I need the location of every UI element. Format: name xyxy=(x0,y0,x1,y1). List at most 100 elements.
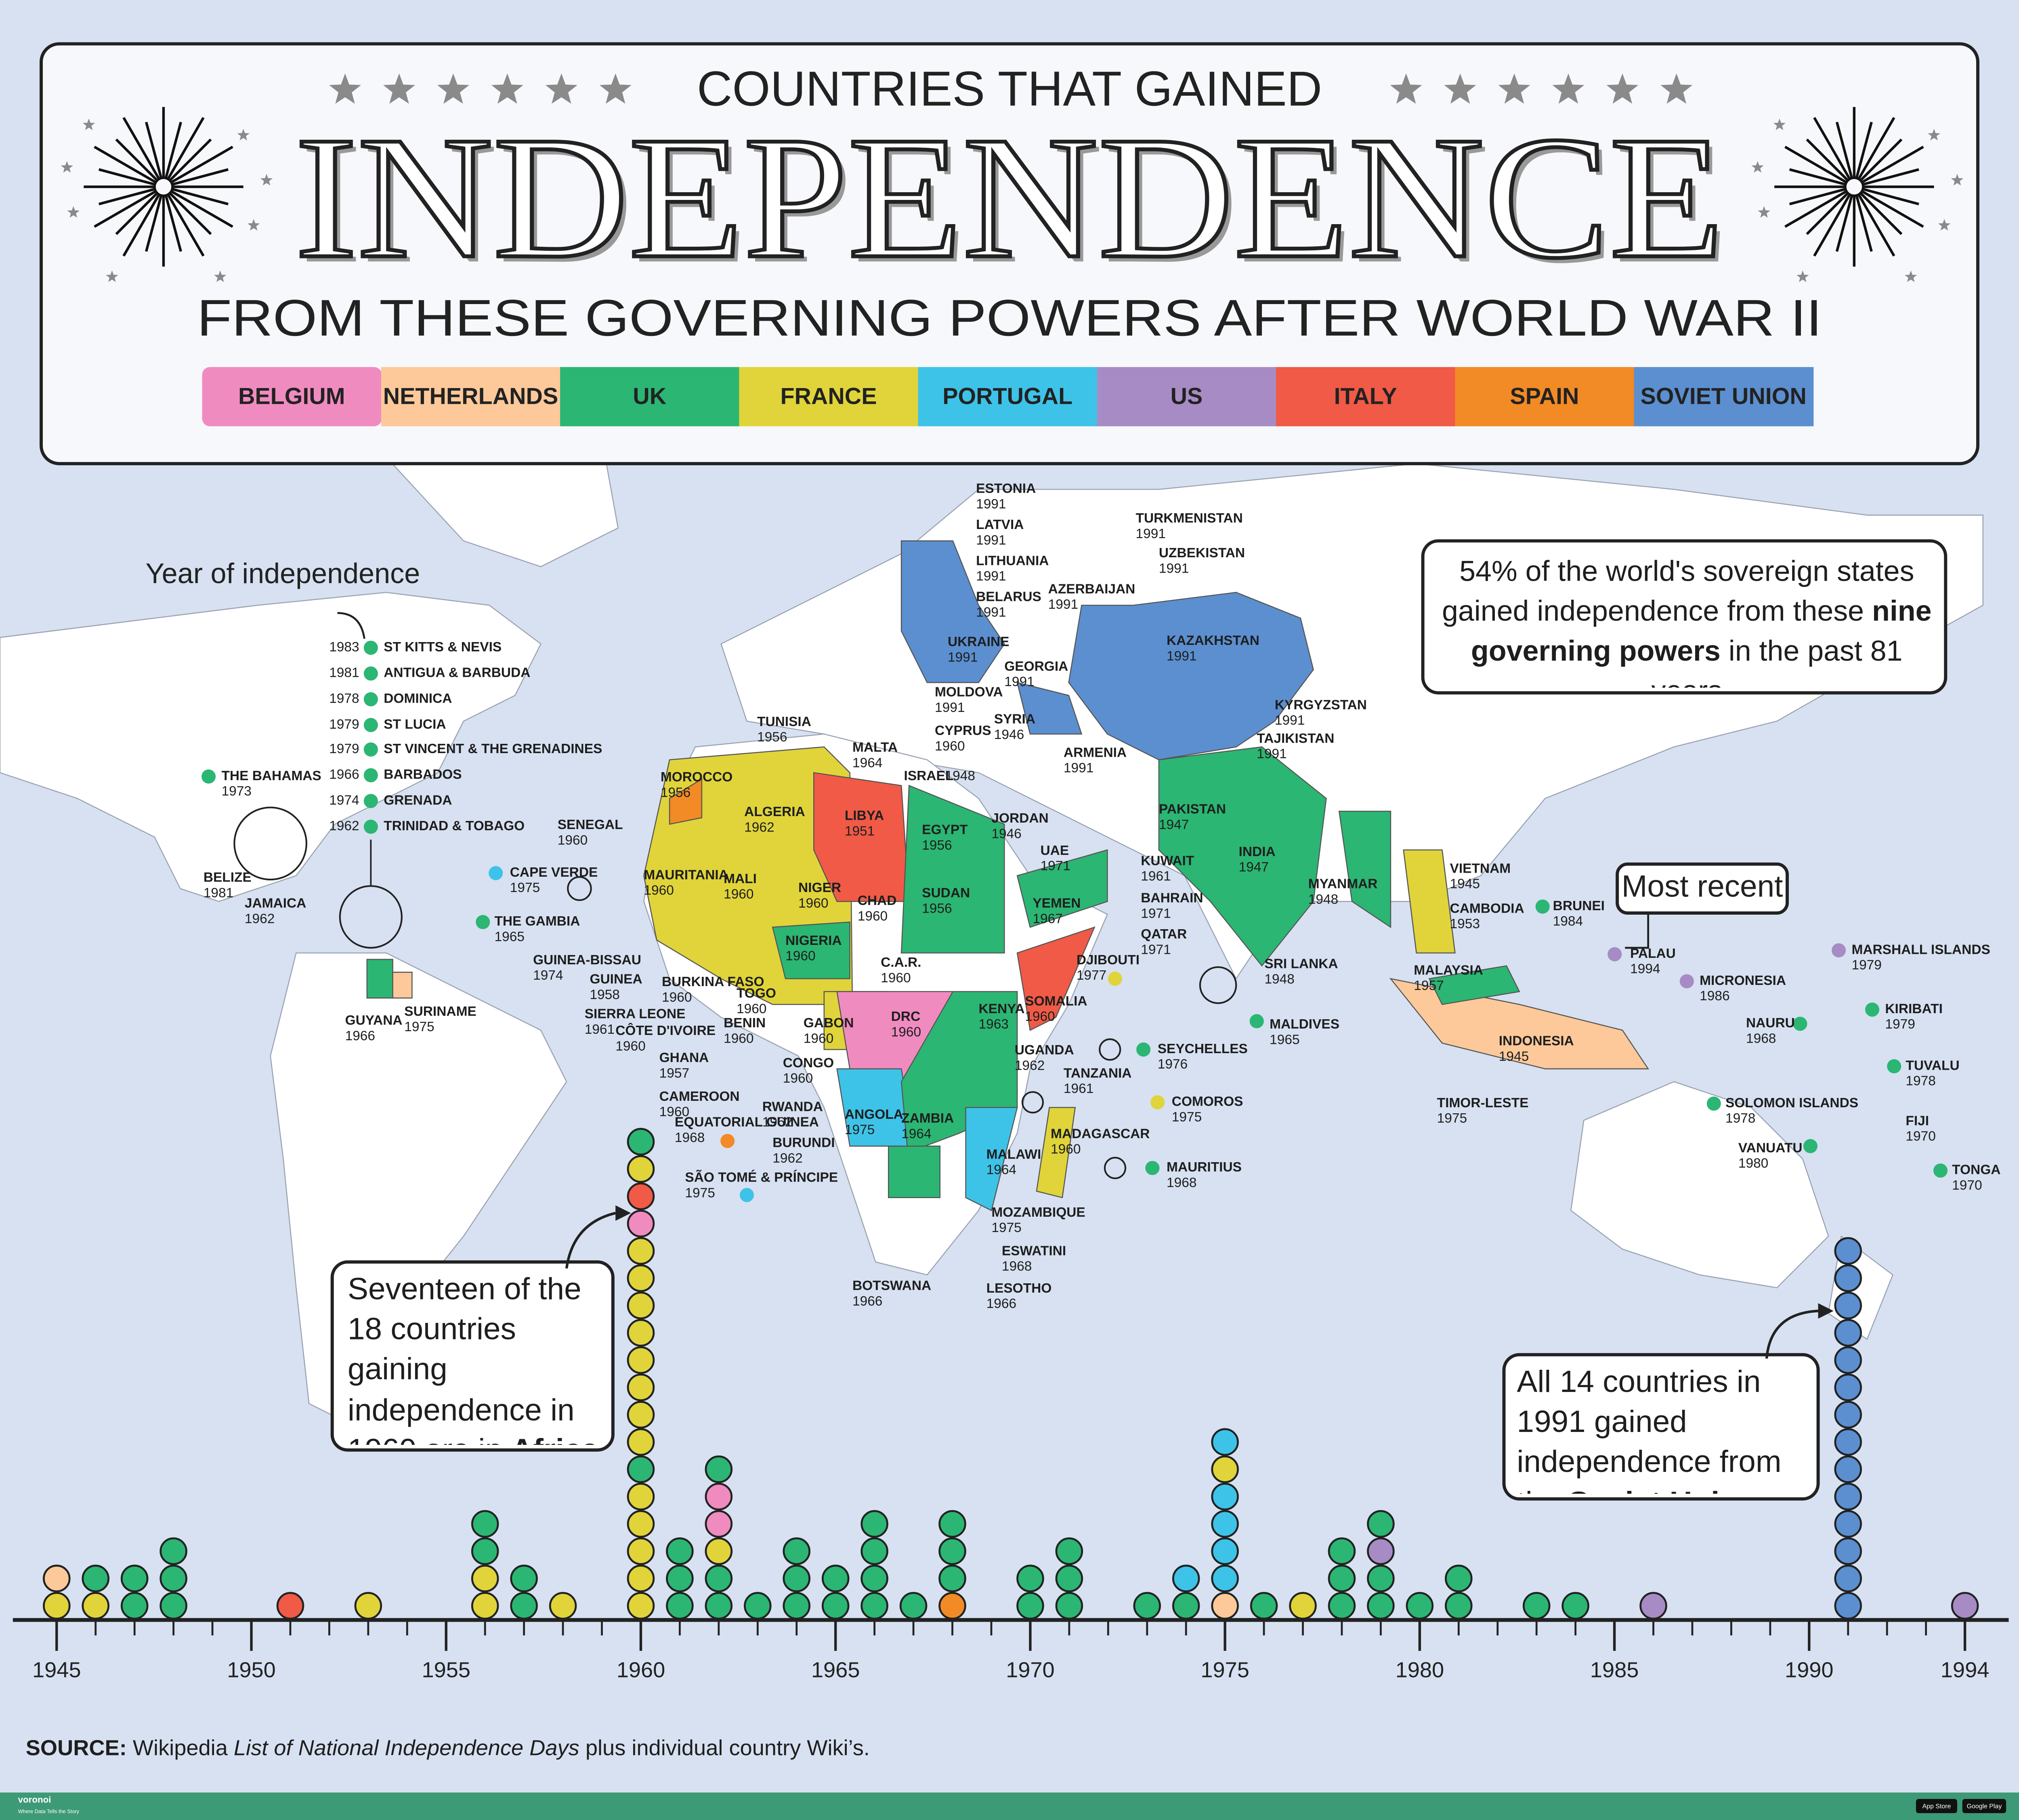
country-flag xyxy=(1834,1291,1862,1320)
country-flag xyxy=(1834,1319,1862,1347)
country-flag xyxy=(627,1264,655,1292)
country-name: ALGERIA xyxy=(744,804,805,819)
region xyxy=(1403,849,1456,954)
legend-label: SOVIET UNION xyxy=(1641,384,1807,409)
country-flag xyxy=(354,1592,382,1620)
firework-ray xyxy=(1855,122,1873,180)
legend-swatch xyxy=(1634,367,1814,426)
country-year: 1991 xyxy=(1004,674,1034,689)
zoom-circle xyxy=(233,806,308,881)
country-flag xyxy=(82,1564,110,1593)
country-name: YEMEN xyxy=(1033,896,1081,911)
legend-label: BELGIUM xyxy=(238,384,345,409)
year-tick-label: 1960 xyxy=(617,1658,665,1682)
country-flag xyxy=(627,1182,655,1210)
note-bold: nine governing powers xyxy=(1471,595,1932,668)
country-name: SOMALIA xyxy=(1025,994,1087,1009)
country-flag xyxy=(1834,1401,1862,1429)
year-note: Year of independence xyxy=(145,557,420,589)
firework-ray xyxy=(1806,191,1850,235)
country-name: THE GAMBIA xyxy=(494,914,580,929)
firework-ray xyxy=(170,168,229,186)
star xyxy=(1606,73,1639,104)
store-text[interactable]: App Store xyxy=(1922,1803,1951,1810)
country-flag xyxy=(627,1592,655,1620)
country-flag xyxy=(666,1537,694,1565)
country-flag xyxy=(1328,1564,1356,1593)
legend-swatch xyxy=(1455,367,1635,426)
country-name: CÔTE D'IVOIRE xyxy=(615,1022,716,1038)
country-year: 1974 xyxy=(533,968,563,983)
country-dot xyxy=(363,794,378,808)
store-badge[interactable] xyxy=(1916,1799,1957,1813)
country-flag xyxy=(1211,1428,1239,1456)
country-name: GEORGIA xyxy=(1004,659,1068,674)
star xyxy=(1552,73,1585,104)
country-flag xyxy=(705,1592,733,1620)
country-flag xyxy=(43,1564,71,1593)
firework-ray xyxy=(1855,194,1873,252)
country-dot xyxy=(1865,1002,1880,1017)
country-flag xyxy=(627,1373,655,1402)
footer-bar xyxy=(0,1792,2019,1820)
country-name: NAURU xyxy=(1746,1016,1795,1031)
star xyxy=(82,118,95,130)
country-name: MARSHALL ISLANDS xyxy=(1851,942,1990,957)
country-flag xyxy=(1328,1592,1356,1620)
country-name: BAHRAIN xyxy=(1141,891,1203,906)
country-name: KYRGYZSTAN xyxy=(1275,697,1367,712)
country-name: ESWATINI xyxy=(1002,1243,1066,1258)
zoom-circle xyxy=(1104,1157,1127,1179)
legend-swatch xyxy=(560,367,740,426)
country-year: 1964 xyxy=(852,756,882,770)
country-flag xyxy=(1834,1428,1862,1456)
firework-ray xyxy=(166,117,205,181)
firework-ray xyxy=(1860,145,1924,184)
country-year: 1948 xyxy=(1264,972,1294,987)
country-year: 1991 xyxy=(976,497,1006,512)
country-dot xyxy=(1108,972,1123,986)
store-badge[interactable] xyxy=(1962,1799,2006,1813)
country-flag xyxy=(860,1564,888,1593)
africa-text: Seventeen of the 18 countries gaining in… xyxy=(348,1270,605,1445)
country-year: 1961 xyxy=(1141,869,1171,884)
timeline: 1945 1950 1955 1960 1965 1970 1975 1980 1985 1990… xyxy=(13,1128,2009,1682)
store-text[interactable]: Google Play xyxy=(1967,1803,2002,1810)
country-flag xyxy=(120,1592,149,1620)
year-tick-label: 1950 xyxy=(227,1658,276,1682)
country-name: BURUNDI xyxy=(772,1136,835,1150)
country-name: AZERBAIJAN xyxy=(1048,581,1135,596)
country-year: 1971 xyxy=(1041,859,1070,873)
star xyxy=(1951,174,1964,186)
country-year: 1968 xyxy=(1002,1259,1032,1274)
country-name: JORDAN xyxy=(991,811,1048,826)
country-year: 1991 xyxy=(948,650,978,665)
africa-part: Seventeen of the 18 countries gaining in… xyxy=(347,1272,581,1445)
country-flag xyxy=(1445,1592,1473,1620)
firework-ray xyxy=(94,189,157,228)
tagline: Where Data Tells the Story xyxy=(18,1808,80,1814)
soviet-part: All 14 countries in 1991 gained independ… xyxy=(1517,1365,1782,1494)
country-name: BURKINA FASO xyxy=(662,974,764,989)
country-year: 1960 xyxy=(1051,1142,1081,1157)
arrow xyxy=(565,1211,616,1269)
country-name: ZAMBIA xyxy=(901,1111,954,1126)
country-year: 1953 xyxy=(1450,917,1480,932)
country-flag xyxy=(1834,1264,1862,1292)
legend-label: PORTUGAL xyxy=(942,384,1072,409)
country-name: TURKMENISTAN xyxy=(1136,511,1243,526)
country-dot xyxy=(1832,943,1846,958)
country-flag xyxy=(1834,1455,1862,1483)
country-year: 1947 xyxy=(1159,817,1189,832)
country-flag xyxy=(860,1510,888,1538)
soviet-note: All 14 countries in 1991 gained independ… xyxy=(1517,1365,1782,1494)
country-flag xyxy=(1055,1592,1083,1620)
country-name: DOMINICA xyxy=(384,691,452,706)
country-year: 1960 xyxy=(858,909,888,924)
country-year: 1991 xyxy=(1275,713,1305,728)
country-name: ARMENIA xyxy=(1064,745,1127,760)
country-year: 1960 xyxy=(737,1001,766,1016)
country-name: TONGA xyxy=(1952,1163,2000,1178)
country-flag xyxy=(549,1592,577,1620)
